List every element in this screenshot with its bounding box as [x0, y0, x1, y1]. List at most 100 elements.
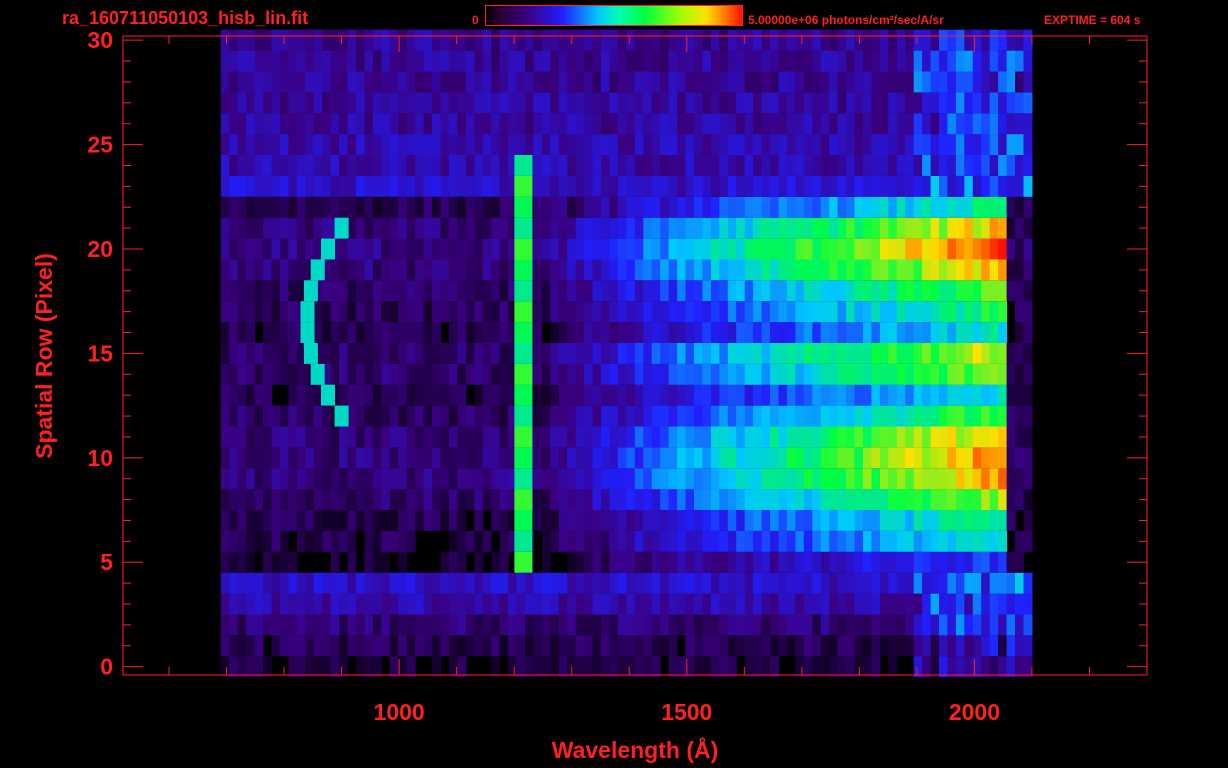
heatmap-cell	[761, 134, 771, 155]
heatmap-cell	[339, 196, 349, 218]
heatmap-cell	[246, 113, 256, 135]
heatmap-cell	[508, 593, 518, 615]
heatmap-cell	[372, 426, 382, 448]
heatmap-cell	[465, 175, 475, 197]
heatmap-cell	[668, 468, 678, 490]
heatmap-cell	[567, 530, 577, 552]
heatmap-cell	[719, 134, 729, 155]
heatmap-cell	[415, 238, 425, 260]
heatmap-cell	[634, 468, 644, 490]
heatmap-cell	[364, 175, 374, 197]
heatmap-cell	[837, 656, 847, 678]
heatmap-cell	[727, 572, 737, 594]
heatmap-cell	[254, 301, 264, 323]
heatmap-cell	[744, 322, 754, 343]
heatmap-cell	[761, 614, 771, 636]
heatmap-cell	[846, 510, 856, 531]
heatmap-cell	[660, 50, 670, 72]
heatmap-cell	[719, 71, 729, 93]
heatmap-cell	[846, 614, 856, 636]
heatmap-cell	[567, 259, 577, 281]
heatmap-cell	[229, 593, 239, 615]
heatmap-cell	[989, 280, 999, 302]
heatmap-cell	[863, 572, 872, 594]
heatmap-cell	[356, 155, 365, 176]
heatmap-cell	[829, 29, 839, 51]
heatmap-cell	[601, 635, 610, 657]
heatmap-cell	[989, 614, 999, 636]
heatmap-cell	[888, 593, 898, 615]
heatmap-cell	[753, 155, 763, 176]
heatmap-cell	[634, 447, 644, 469]
heatmap-cell	[1023, 71, 1033, 93]
heatmap-cell	[863, 322, 872, 343]
heatmap-cell	[795, 635, 805, 657]
heatmap-cell	[305, 614, 315, 636]
heatmap-cell	[592, 447, 602, 469]
heatmap-cell	[1015, 134, 1024, 155]
heatmap-cell	[643, 447, 653, 469]
heatmap-cell	[305, 155, 315, 176]
heatmap-cell	[837, 489, 847, 510]
emission-line-segment	[514, 426, 533, 448]
heatmap-cell	[955, 134, 965, 155]
heatmap-cell	[322, 259, 332, 281]
heatmap-cell	[913, 656, 923, 678]
heatmap-cell	[440, 551, 450, 573]
heatmap-cell	[879, 551, 889, 573]
heatmap-cell	[964, 551, 974, 573]
heatmap-cell	[617, 656, 627, 678]
heatmap-cell	[601, 614, 610, 636]
heatmap-cell	[541, 656, 551, 678]
heatmap-cell	[837, 363, 847, 385]
heatmap-cell	[584, 92, 594, 114]
heatmap-cell	[939, 155, 948, 176]
heatmap-cell	[736, 50, 746, 72]
arc-segment	[310, 259, 325, 281]
heatmap-cell	[330, 280, 340, 302]
heatmap-cell	[803, 656, 813, 678]
heatmap-cell	[854, 280, 864, 302]
heatmap-cell	[322, 50, 332, 72]
y-tick-label: 20	[87, 236, 113, 262]
heatmap-cell	[820, 301, 830, 323]
heatmap-cell	[592, 113, 602, 135]
heatmap-cell	[685, 426, 695, 448]
heatmap-cell	[972, 155, 982, 176]
heatmap-cell	[339, 426, 349, 448]
heatmap-cell	[541, 363, 551, 385]
heatmap-cell	[516, 614, 526, 636]
heatmap-cell	[220, 92, 230, 114]
heatmap-cell	[685, 155, 695, 176]
heatmap-cell	[888, 50, 898, 72]
heatmap-cell	[989, 551, 999, 573]
heatmap-cell	[981, 134, 991, 155]
heatmap-cell	[305, 384, 315, 406]
heatmap-cell	[229, 113, 239, 135]
heatmap-cell	[947, 343, 957, 364]
heatmap-cell	[964, 134, 974, 155]
heatmap-cell	[744, 155, 754, 176]
heatmap-cell	[296, 530, 306, 552]
heatmap-cell	[829, 343, 839, 364]
heatmap-cell	[795, 530, 805, 552]
heatmap-cell	[634, 426, 644, 448]
heatmap-cell	[237, 71, 247, 93]
heatmap-cell	[753, 426, 763, 448]
heatmap-cell	[279, 259, 289, 281]
heatmap-cell	[812, 551, 822, 573]
heatmap-cell	[736, 426, 746, 448]
heatmap-cell	[448, 322, 458, 343]
emission-line-segment	[514, 259, 533, 281]
heatmap-cell	[896, 447, 906, 469]
heatmap-cell	[795, 384, 805, 406]
heatmap-cell	[305, 530, 315, 552]
heatmap-cell	[668, 322, 678, 343]
heatmap-cell	[837, 280, 847, 302]
heatmap-cell	[651, 363, 661, 385]
heatmap-cell	[465, 196, 475, 218]
heatmap-cell	[448, 635, 458, 657]
heatmap-cell	[491, 447, 501, 469]
heatmap-cell	[558, 572, 568, 594]
heatmap-cell	[592, 384, 602, 406]
